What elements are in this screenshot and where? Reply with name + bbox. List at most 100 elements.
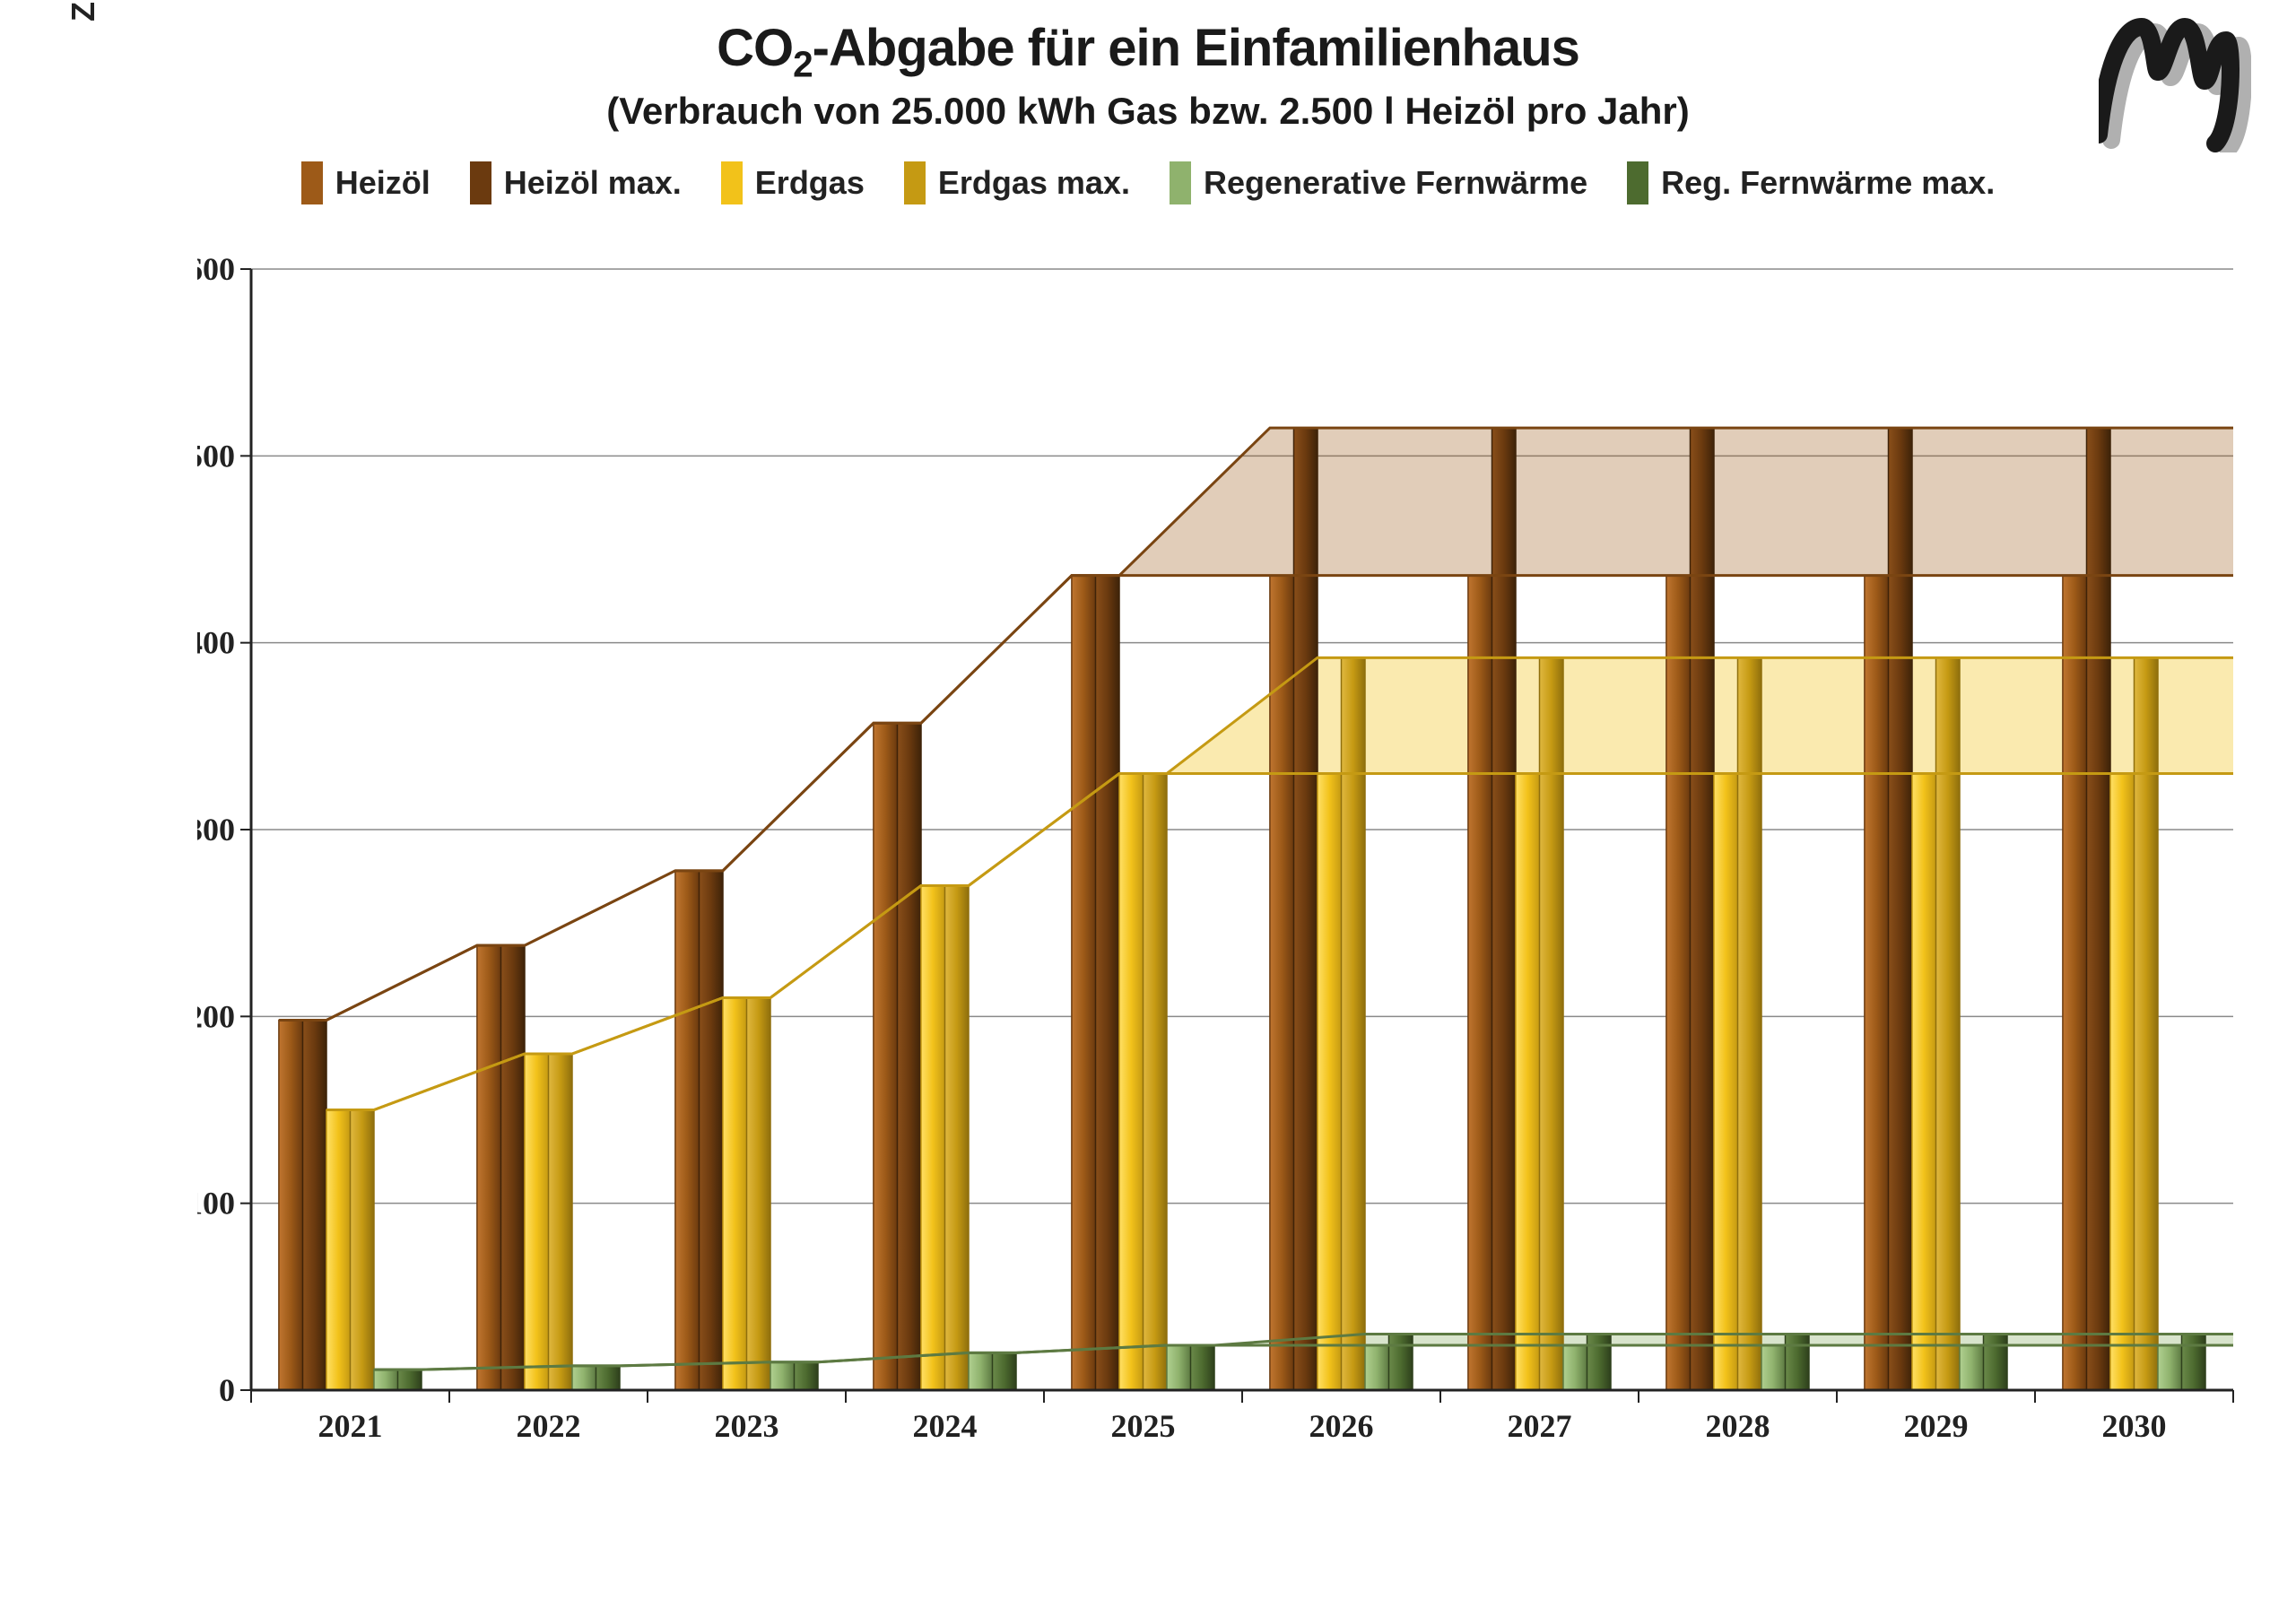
bar-Heiz-l-2029 [1865, 576, 1889, 1390]
chart-frame: CO2-Abgabe für ein Einfamilienhaus (Verb… [18, 18, 2278, 1582]
x-tick-label: 2026 [1309, 1408, 1374, 1444]
x-tick-label: 2029 [1904, 1408, 1969, 1444]
bar-Regenerative-Fernw-rme-2021 [374, 1370, 398, 1390]
bar-Regenerative-Fernw-rme-2027 [1563, 1345, 1587, 1390]
legend: Heizöl Heizöl max. Erdgas Erdgas max. Regene… [72, 161, 2224, 213]
x-tick-label: 2023 [715, 1408, 779, 1444]
bar-Regenerative-Fernw-rme-2025 [1167, 1345, 1191, 1390]
bar-Erdgas-2025 [1119, 774, 1144, 1391]
y-axis-label: Zusatzkosten durch CO2-Abgabe - €/Jahr (… [54, 0, 108, 251]
plot-area: 0 100 200 300 400 500 600 2021 2022 2023 2024 2025 2… [197, 251, 2242, 1462]
bar-Heiz-l-max--2027 [1492, 428, 1517, 1390]
y-tick-label: 200 [197, 998, 235, 1034]
bar-Erdgas-max--2029 [1936, 657, 1961, 1390]
bar-Heiz-l-max--2024 [898, 723, 922, 1390]
bar-Heiz-l-2021 [279, 1021, 303, 1391]
y-tick-label: 100 [197, 1186, 235, 1222]
legend-swatch-3 [904, 161, 926, 204]
bar-Erdgas-2024 [921, 886, 945, 1391]
chart-subtitle: (Verbrauch von 25.000 kWh Gas bzw. 2.500… [18, 90, 2278, 133]
bar-Heiz-l-2030 [2063, 576, 2087, 1390]
bar-Regenerative-Fernw-rme-2029 [1960, 1345, 1984, 1390]
chart-title: CO2-Abgabe für ein Einfamilienhaus (Verb… [18, 18, 2278, 133]
bar-Reg-Fernw-rme-max--2028 [1786, 1335, 1810, 1391]
y-tick-label: 0 [219, 1372, 235, 1408]
bar-Erdgas-2023 [723, 998, 747, 1391]
bar-Heiz-l-max--2029 [1889, 428, 1913, 1390]
bar-Heiz-l-2024 [874, 723, 898, 1390]
bar-Regenerative-Fernw-rme-2023 [770, 1362, 795, 1390]
y-tick-label: 500 [197, 438, 235, 474]
bar-Reg-Fernw-rme-max--2021 [398, 1370, 422, 1390]
x-tick-label: 2028 [1706, 1408, 1770, 1444]
bar-Erdgas-max--2025 [1144, 774, 1168, 1391]
bar-Regenerative-Fernw-rme-2028 [1761, 1345, 1786, 1390]
legend-swatch-4 [1170, 161, 1191, 204]
legend-item-0: Heizöl [301, 161, 430, 204]
bar-Erdgas-max--2021 [351, 1110, 375, 1391]
bar-Erdgas-2030 [2110, 774, 2135, 1391]
bar-Erdgas-max--2028 [1738, 657, 1762, 1390]
bar-Reg-Fernw-rme-max--2030 [2182, 1335, 2206, 1391]
bar-Heiz-l-max--2023 [700, 871, 724, 1390]
bar-Heiz-l-max--2026 [1294, 428, 1318, 1390]
bar-Erdgas-max--2026 [1342, 657, 1366, 1390]
legend-swatch-2 [721, 161, 743, 204]
y-tick-label: 600 [197, 251, 235, 287]
legend-item-2: Erdgas [721, 161, 865, 204]
x-tick-label: 2025 [1111, 1408, 1176, 1444]
bar-Erdgas-max--2022 [549, 1054, 573, 1390]
x-tick-label: 2030 [2102, 1408, 2167, 1444]
bar-Erdgas-2028 [1714, 774, 1738, 1391]
bar-Regenerative-Fernw-rme-2030 [2158, 1345, 2182, 1390]
legend-label-2: Erdgas [755, 164, 865, 202]
y-tick-label: 400 [197, 625, 235, 661]
bar-Reg-Fernw-rme-max--2022 [596, 1366, 621, 1390]
bar-Reg-Fernw-rme-max--2024 [993, 1352, 1017, 1390]
legend-label-3: Erdgas max. [938, 164, 1130, 202]
bar-Reg-Fernw-rme-max--2027 [1587, 1335, 1612, 1391]
bar-Reg-Fernw-rme-max--2029 [1984, 1335, 2008, 1391]
bar-Erdgas-2021 [326, 1110, 351, 1391]
bar-Heiz-l-2028 [1666, 576, 1691, 1390]
bar-Regenerative-Fernw-rme-2022 [572, 1366, 596, 1390]
legend-label-0: Heizöl [335, 164, 430, 202]
bar-Erdgas-max--2023 [747, 998, 771, 1391]
bar-Heiz-l-max--2025 [1096, 576, 1120, 1390]
bar-Reg-Fernw-rme-max--2023 [795, 1362, 819, 1390]
bar-Heiz-l-2027 [1468, 576, 1492, 1390]
legend-item-4: Regenerative Fernwärme [1170, 161, 1587, 204]
x-tick-label: 2022 [517, 1408, 581, 1444]
x-tick-label: 2027 [1508, 1408, 1572, 1444]
y-tick-label: 300 [197, 812, 235, 848]
legend-label-4: Regenerative Fernwärme [1204, 164, 1587, 202]
legend-item-5: Reg. Fernwärme max. [1627, 161, 1995, 204]
bar-Reg-Fernw-rme-max--2025 [1191, 1345, 1215, 1390]
legend-item-3: Erdgas max. [904, 161, 1130, 204]
bar-Erdgas-2027 [1516, 774, 1540, 1391]
bar-Erdgas-max--2030 [2135, 657, 2159, 1390]
legend-swatch-0 [301, 161, 323, 204]
legend-item-1: Heizöl max. [470, 161, 682, 204]
legend-label-5: Reg. Fernwärme max. [1661, 164, 1995, 202]
bar-Erdgas-2022 [525, 1054, 549, 1390]
legend-swatch-1 [470, 161, 491, 204]
bar-Regenerative-Fernw-rme-2026 [1365, 1345, 1389, 1390]
bar-Heiz-l-2026 [1270, 576, 1294, 1390]
bar-Erdgas-max--2024 [945, 886, 970, 1391]
chart-title-main: CO2-Abgabe für ein Einfamilienhaus [18, 18, 2278, 86]
x-tick-label: 2024 [913, 1408, 978, 1444]
bar-Heiz-l-max--2030 [2087, 428, 2111, 1390]
bar-Heiz-l-2023 [675, 871, 700, 1390]
bar-Heiz-l-max--2028 [1691, 428, 1715, 1390]
bar-Regenerative-Fernw-rme-2024 [969, 1352, 993, 1390]
bar-Erdgas-2029 [1912, 774, 1936, 1391]
x-tick-label: 2021 [318, 1408, 383, 1444]
bar-Heiz-l-2025 [1072, 576, 1096, 1390]
legend-label-1: Heizöl max. [504, 164, 682, 202]
legend-swatch-5 [1627, 161, 1648, 204]
bar-Heiz-l-max--2022 [501, 945, 526, 1390]
bar-Heiz-l-max--2021 [303, 1021, 327, 1391]
bar-Erdgas-max--2027 [1540, 657, 1564, 1390]
bar-Heiz-l-2022 [477, 945, 501, 1390]
